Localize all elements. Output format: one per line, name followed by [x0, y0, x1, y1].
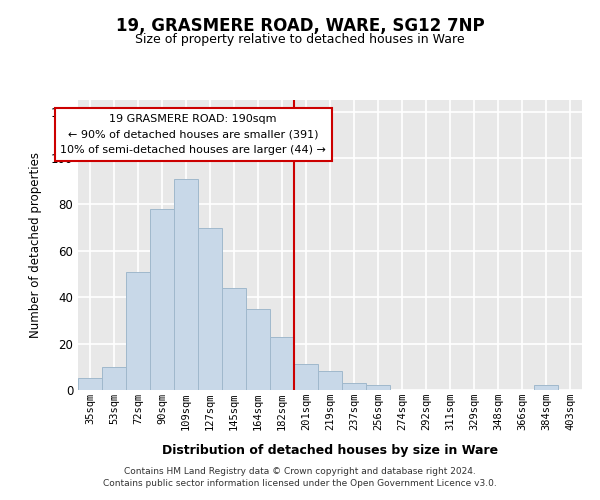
X-axis label: Distribution of detached houses by size in Ware: Distribution of detached houses by size … — [162, 444, 498, 457]
Bar — [126, 272, 150, 390]
Bar — [534, 386, 558, 390]
Bar — [294, 364, 318, 390]
Text: 19 GRASMERE ROAD: 190sqm
← 90% of detached houses are smaller (391)
10% of semi-: 19 GRASMERE ROAD: 190sqm ← 90% of detach… — [60, 114, 326, 155]
Bar — [366, 386, 390, 390]
Bar — [222, 288, 246, 390]
Text: 19, GRASMERE ROAD, WARE, SG12 7NP: 19, GRASMERE ROAD, WARE, SG12 7NP — [116, 18, 484, 36]
Text: Size of property relative to detached houses in Ware: Size of property relative to detached ho… — [135, 32, 465, 46]
Bar — [246, 309, 270, 390]
Bar — [150, 209, 174, 390]
Bar — [78, 378, 102, 390]
Y-axis label: Number of detached properties: Number of detached properties — [29, 152, 43, 338]
Bar — [102, 367, 126, 390]
Text: Contains HM Land Registry data © Crown copyright and database right 2024.
Contai: Contains HM Land Registry data © Crown c… — [103, 467, 497, 488]
Bar — [174, 179, 198, 390]
Bar — [198, 228, 222, 390]
Bar — [270, 336, 294, 390]
Bar — [342, 383, 366, 390]
Bar — [318, 372, 342, 390]
